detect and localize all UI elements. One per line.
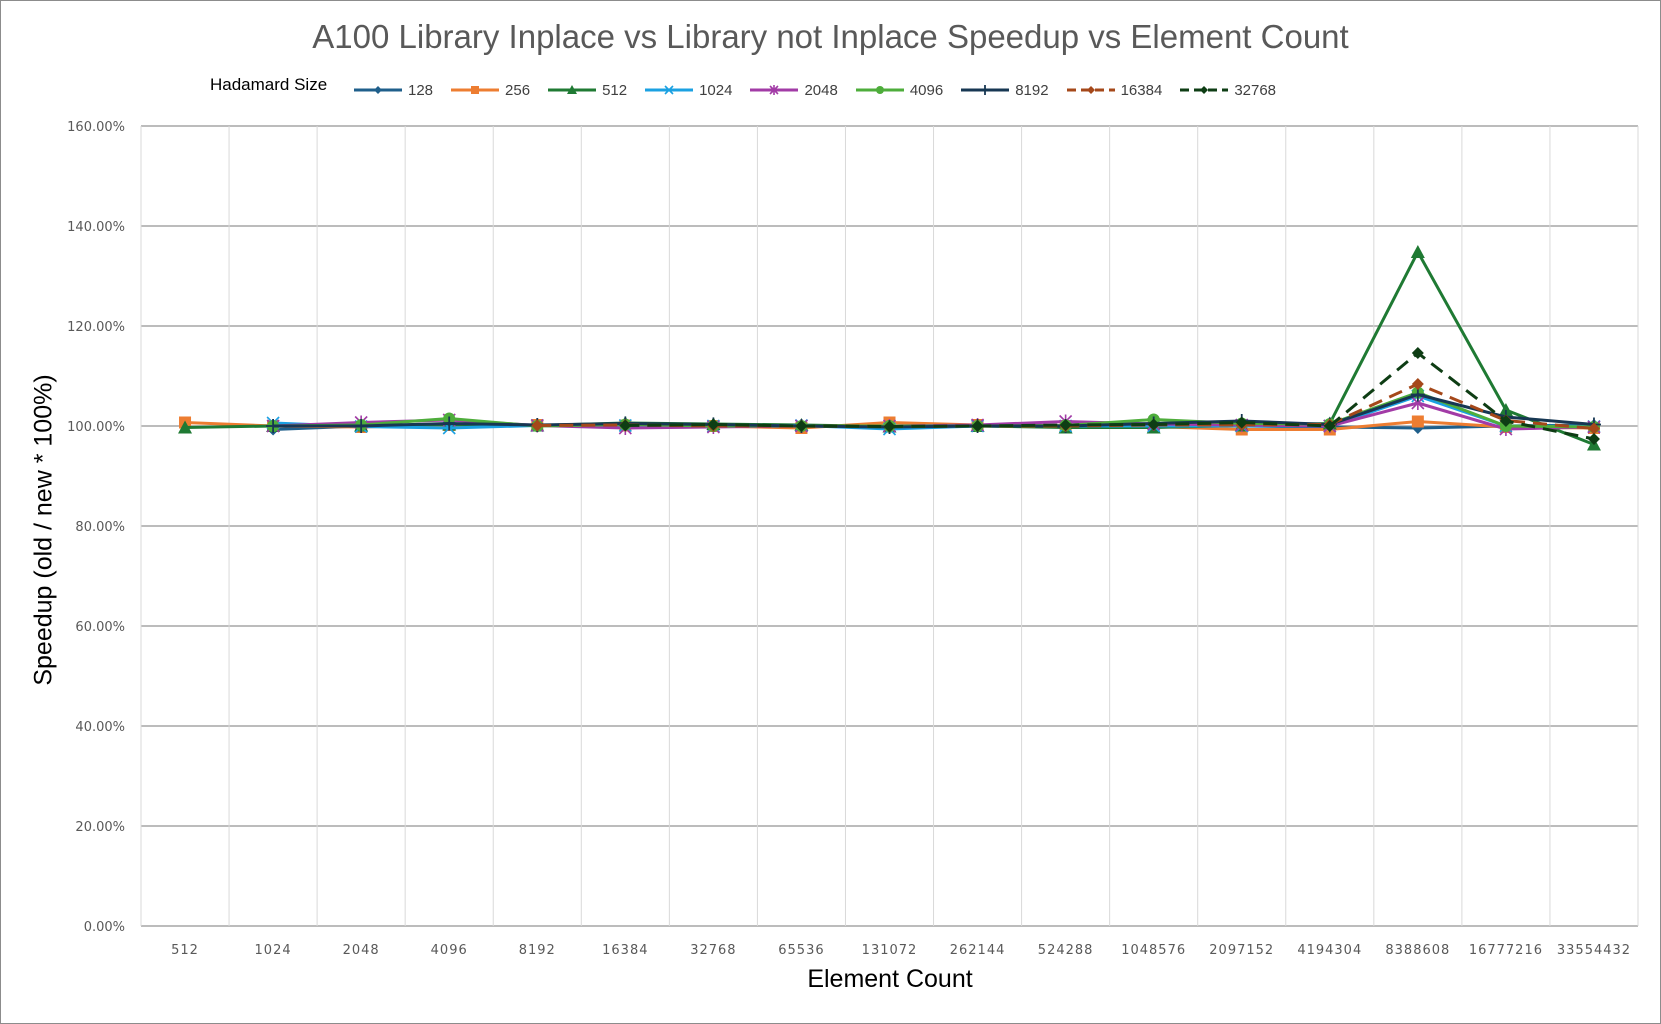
x-tick-label: 2048 [343,943,380,958]
data-point-8192 [354,419,369,433]
x-tick-label: 32768 [690,943,736,958]
data-point-16384 [1587,422,1600,435]
y-tick-label: 0.00% [84,920,125,935]
legend-swatch [961,85,1010,95]
y-tick-label: 20.00% [75,820,125,835]
x-tick-label: 33554432 [1557,943,1631,958]
data-point-32768 [1235,416,1248,429]
x-tick-label: 2097152 [1209,943,1274,958]
legend-label: 2048 [804,81,838,99]
legend-item-16384: 16384 [1065,81,1163,99]
legend-marker [875,86,884,94]
legend-label: 1024 [699,81,733,99]
legend-swatch [1066,86,1115,94]
x-tick-label: 8388608 [1385,943,1450,958]
legend-swatch [354,86,402,94]
y-tick-label: 80.00% [75,520,125,535]
data-point-32768 [883,420,896,433]
legend-swatch [855,86,904,94]
legend-marker [980,85,991,95]
legend-swatch [750,85,799,95]
x-tick-label: 8192 [519,943,556,958]
data-point-32768 [971,420,984,432]
x-tick-label: 65536 [778,943,824,958]
data-point-32768 [1147,418,1160,431]
legend: 128 256 512 1024 2048 4096 8192 16384 32768 [352,78,1292,102]
x-tick-label: 16384 [602,943,648,958]
data-point-256 [1411,415,1424,428]
data-point-32768 [1587,433,1600,445]
x-tick-label: 1048576 [1121,943,1186,958]
x-tick-label: 262144 [950,943,1006,958]
data-point-16384 [1411,378,1424,390]
legend-label: 32768 [1234,81,1277,99]
data-point-32768 [1499,415,1512,427]
y-tick-label: 120.00% [67,320,125,335]
legend-item-32768: 32768 [1178,82,1276,99]
data-point-512 [178,420,193,434]
legend-marker [1086,86,1095,94]
legend-marker [1200,86,1209,94]
legend-label: 8192 [1015,81,1049,99]
legend-label: 128 [408,81,434,99]
legend-marker [471,86,480,94]
series-line-512 [185,250,1595,446]
x-axis-title: Element Count [807,965,973,993]
y-tick-label: 160.00% [67,120,125,135]
data-point-16384 [531,419,544,432]
data-point-512 [1410,245,1425,258]
data-point-32768 [1411,347,1424,359]
y-tick-label: 60.00% [75,620,125,635]
legend-marker [769,85,780,95]
legend-label: 16384 [1120,81,1163,99]
legend-swatch [645,85,694,95]
x-tick-label: 4194304 [1297,943,1362,958]
data-point-32768 [707,418,720,431]
legend-marker [664,85,674,95]
legend-swatch [1180,86,1229,94]
legend-marker [567,85,578,94]
data-point-32768 [1323,420,1336,432]
y-tick-label: 40.00% [75,720,125,735]
data-point-32768 [795,420,808,432]
data-point-512 [1498,403,1513,416]
legend-item-4096: 4096 [854,82,943,99]
legend-item-512: 512 [546,82,627,99]
legend-item-8192: 8192 [959,81,1049,99]
legend-item-2048: 2048 [748,81,838,99]
legend-item-1024: 1024 [643,82,732,99]
x-tick-label: 524288 [1038,943,1094,958]
legend-item-256: 256 [449,82,530,99]
x-tick-label: 16777216 [1469,943,1543,958]
series-line-32768 [625,351,1595,441]
x-tick-label: 1024 [255,943,292,958]
legend-item-128: 128 [352,82,433,99]
chart-title: A100 Library Inplace vs Library not Inpl… [312,18,1349,55]
y-tick-label: 100.00% [67,420,125,435]
x-tick-label: 512 [171,943,199,958]
x-tick-label: 131072 [862,943,918,958]
data-point-8192 [442,416,457,431]
legend-label: 256 [505,81,531,99]
y-tick-label: 140.00% [67,220,125,235]
legend-swatch [548,85,597,94]
legend-label: 4096 [909,81,944,99]
data-point-32768 [1059,419,1072,431]
x-tick-label: 4096 [431,943,468,958]
legend-marker [374,86,382,94]
legend-swatch [451,86,500,94]
legend-title: Hadamard Size [210,75,328,94]
legend-label: 512 [602,81,628,99]
data-point-32768 [619,419,632,432]
data-point-8192 [266,419,281,433]
